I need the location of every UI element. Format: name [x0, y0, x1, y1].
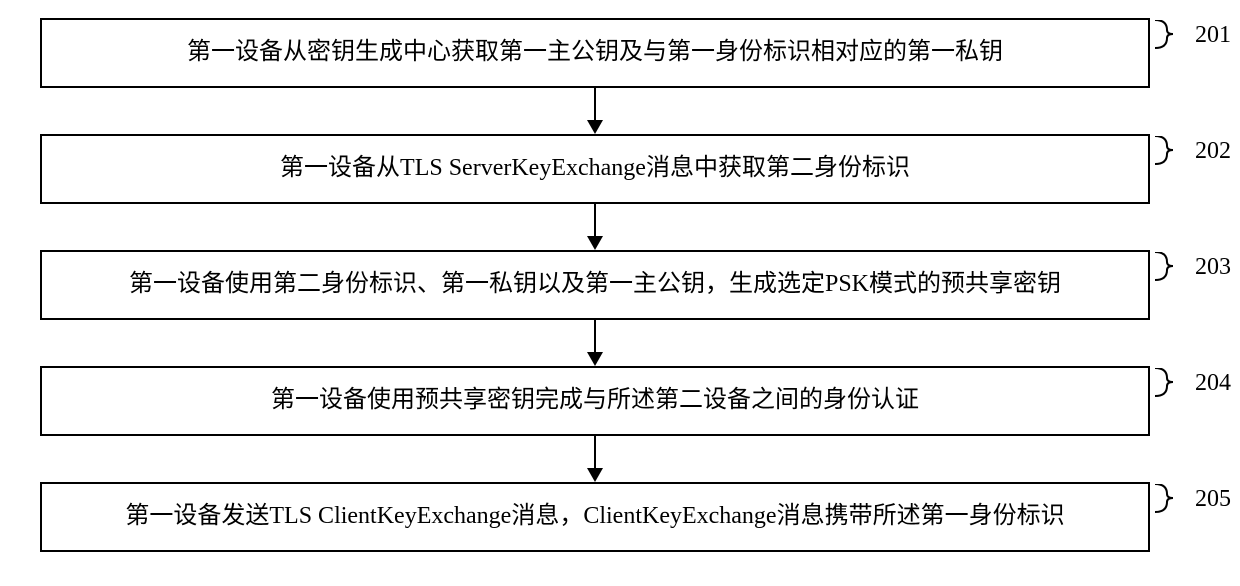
step-label-201: 201	[1195, 22, 1231, 49]
step-label-205: 205	[1195, 486, 1231, 513]
step-text-203: 第一设备使用第二身份标识、第一私钥以及第一主公钥，生成选定PSK模式的预共享密钥	[119, 268, 1071, 302]
flowchart-canvas: 第一设备从密钥生成中心获取第一主公钥及与第一身份标识相对应的第一私钥 201 第一设…	[0, 0, 1240, 586]
step-box-204: 第一设备使用预共享密钥完成与所述第二设备之间的身份认证	[40, 366, 1150, 436]
step-brace-202	[1155, 136, 1185, 166]
step-box-201: 第一设备从密钥生成中心获取第一主公钥及与第一身份标识相对应的第一私钥	[40, 18, 1150, 88]
arrow-2	[594, 204, 596, 248]
step-text-202: 第一设备从TLS ServerKeyExchange消息中获取第二身份标识	[270, 152, 920, 186]
step-brace-205	[1155, 484, 1185, 514]
arrow-3	[594, 320, 596, 364]
step-box-205: 第一设备发送TLS ClientKeyExchange消息，ClientKeyE…	[40, 482, 1150, 552]
step-box-202: 第一设备从TLS ServerKeyExchange消息中获取第二身份标识	[40, 134, 1150, 204]
step-brace-204	[1155, 368, 1185, 398]
arrow-1	[594, 88, 596, 132]
step-text-204: 第一设备使用预共享密钥完成与所述第二设备之间的身份认证	[261, 384, 929, 418]
step-text-205: 第一设备发送TLS ClientKeyExchange消息，ClientKeyE…	[115, 500, 1074, 534]
step-text-201: 第一设备从密钥生成中心获取第一主公钥及与第一身份标识相对应的第一私钥	[177, 36, 1013, 70]
step-brace-203	[1155, 252, 1185, 282]
step-label-203: 203	[1195, 254, 1231, 281]
step-label-204: 204	[1195, 370, 1231, 397]
step-brace-201	[1155, 20, 1185, 50]
step-box-203: 第一设备使用第二身份标识、第一私钥以及第一主公钥，生成选定PSK模式的预共享密钥	[40, 250, 1150, 320]
arrow-4	[594, 436, 596, 480]
step-label-202: 202	[1195, 138, 1231, 165]
